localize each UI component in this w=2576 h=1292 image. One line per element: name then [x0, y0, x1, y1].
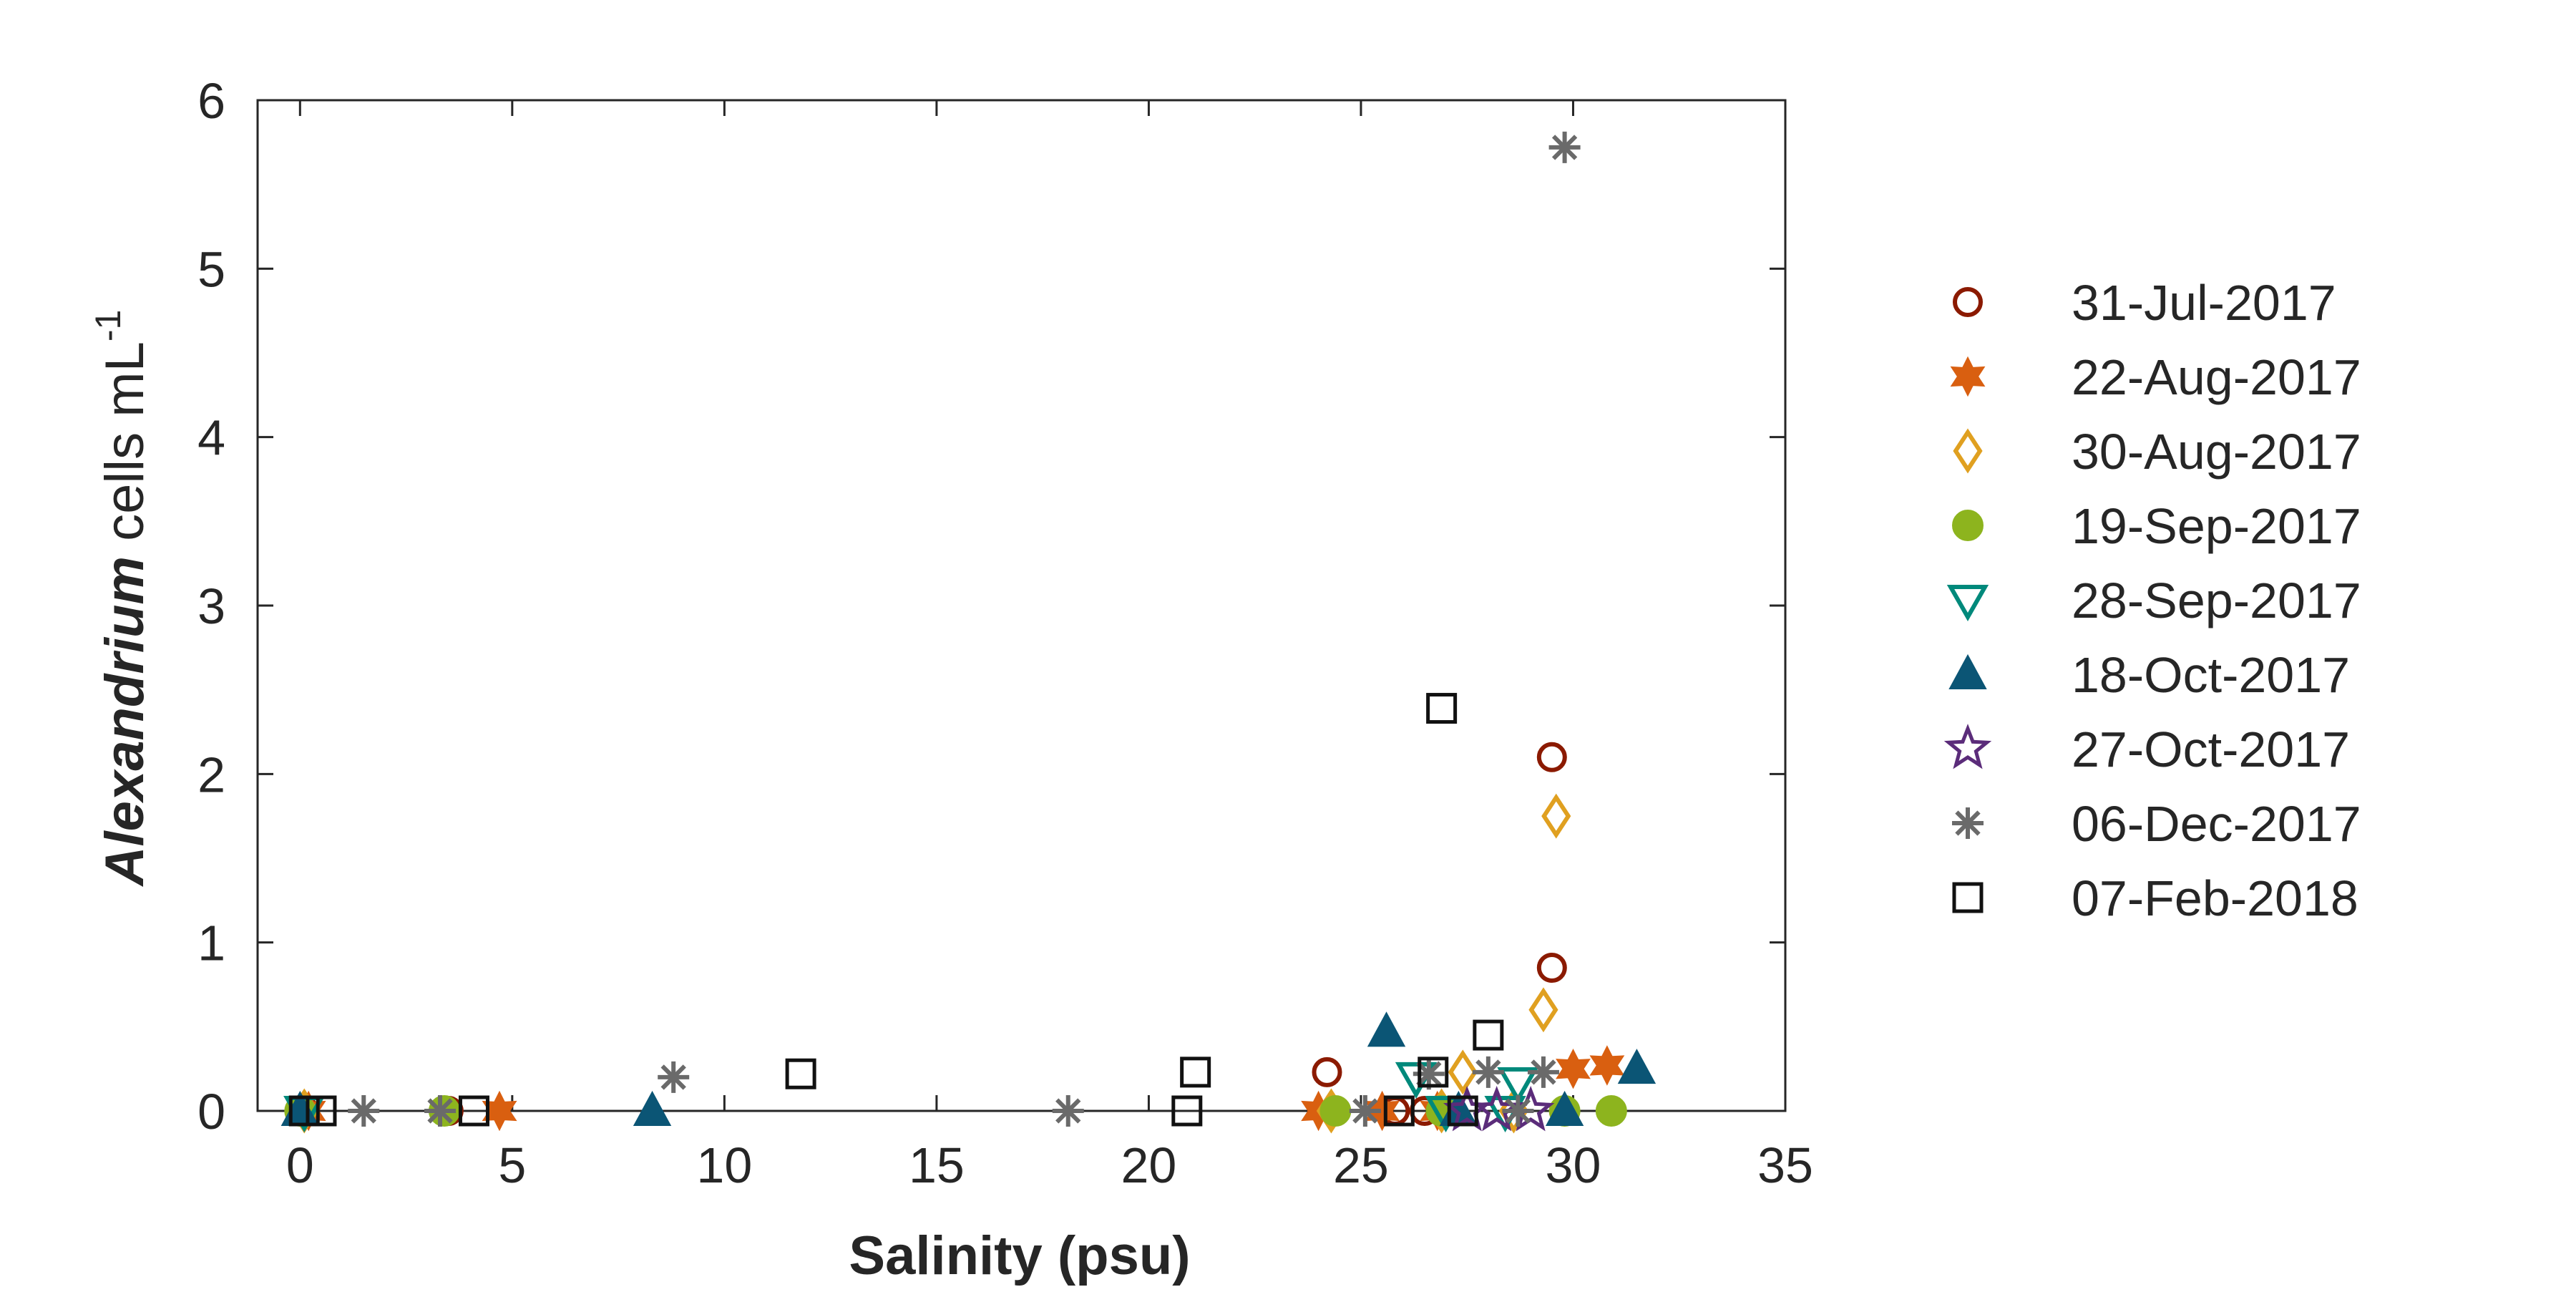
- data-point: [348, 1095, 380, 1127]
- x-tick-label: 25: [1333, 1137, 1389, 1193]
- y-tick-label: 2: [197, 747, 225, 802]
- x-tick-label: 30: [1546, 1137, 1601, 1193]
- data-point: [1349, 1095, 1381, 1127]
- y-tick-label: 3: [197, 578, 225, 634]
- legend-item: 19-Sep-2017: [1952, 498, 2361, 554]
- y-axis-title-rest: cells mL: [94, 341, 155, 556]
- x-tick-label: 15: [909, 1137, 965, 1193]
- legend-marker: [1952, 807, 1984, 839]
- data-markers: [280, 131, 1657, 1134]
- legend-label: 18-Oct-2017: [2072, 647, 2350, 703]
- legend-label: 07-Feb-2018: [2072, 870, 2358, 926]
- data-point: [1556, 1048, 1591, 1089]
- legend-marker: [1943, 724, 1992, 769]
- x-tick-label: 20: [1121, 1137, 1176, 1193]
- data-point: [306, 1095, 337, 1127]
- x-tick-label: 5: [498, 1137, 526, 1193]
- legend-item: 22-Aug-2017: [1950, 349, 2361, 405]
- data-point: [1473, 1019, 1504, 1051]
- data-point: [1497, 1067, 1539, 1104]
- axis-ticks: 0 5 10 15 20 25 30 35 0 1 2 3 4 5 6: [197, 73, 1813, 1193]
- data-point: [1589, 1045, 1625, 1086]
- legend-item: 30-Aug-2017: [1953, 424, 2361, 480]
- data-point: [785, 1058, 816, 1089]
- data-point: [1426, 693, 1458, 724]
- data-point: [1595, 1095, 1627, 1127]
- data-point: [1383, 1095, 1415, 1127]
- x-tick-label: 10: [696, 1137, 752, 1193]
- y-axis-title-superscript: -1: [88, 310, 128, 341]
- legend-item: 31-Jul-2017: [1953, 275, 2336, 331]
- y-axis-title-italic: Alexandrium: [94, 556, 155, 887]
- data-point: [424, 1095, 457, 1127]
- data-point: [1536, 742, 1567, 772]
- data-point: [1541, 793, 1571, 839]
- axes-frame: [256, 99, 1787, 1112]
- data-point: [1447, 1095, 1478, 1127]
- y-tick-label: 6: [197, 73, 225, 129]
- legend-marker: [1953, 428, 1983, 474]
- legend-label: 28-Sep-2017: [2072, 573, 2361, 628]
- legend-label: 31-Jul-2017: [2072, 275, 2336, 331]
- legend-item: 27-Oct-2017: [1943, 722, 2350, 777]
- x-tick-label: 35: [1757, 1137, 1813, 1193]
- data-point: [1312, 1057, 1342, 1087]
- series-7: [348, 131, 1581, 1127]
- data-point: [1536, 952, 1567, 983]
- legend-item: 18-Oct-2017: [1948, 647, 2350, 703]
- y-tick-label: 0: [197, 1084, 225, 1140]
- legend-label: 06-Dec-2017: [2072, 796, 2361, 852]
- y-tick-label: 1: [197, 915, 225, 971]
- y-tick-label: 4: [197, 410, 225, 466]
- legend-marker: [1953, 287, 1983, 317]
- y-tick-label: 5: [197, 241, 225, 297]
- legend-marker: [1948, 654, 1987, 689]
- data-point: [288, 1095, 320, 1127]
- y-axis-title: Alexandrium cells mL-1: [88, 310, 155, 888]
- data-point: [458, 1095, 489, 1127]
- data-point: [1472, 1056, 1504, 1088]
- data-point: [1502, 1095, 1534, 1127]
- data-point: [1171, 1095, 1203, 1127]
- data-point: [482, 1090, 517, 1132]
- data-point: [1548, 131, 1581, 163]
- legend-label: 30-Aug-2017: [2072, 424, 2361, 480]
- data-point: [1052, 1095, 1084, 1127]
- x-axis-title: Salinity (psu): [849, 1225, 1190, 1286]
- data-point: [1448, 1049, 1478, 1095]
- data-point: [1418, 1057, 1449, 1088]
- data-point: [633, 1090, 672, 1126]
- legend-marker: [1946, 585, 1989, 622]
- legend-item: 07-Feb-2018: [1952, 870, 2358, 926]
- data-point: [658, 1061, 690, 1093]
- series-2: [289, 793, 1571, 1134]
- data-point: [1617, 1049, 1657, 1084]
- legend-marker: [1952, 510, 1984, 541]
- legend-marker: [1950, 356, 1986, 397]
- series-8: [288, 693, 1504, 1127]
- legend-label: 22-Aug-2017: [2072, 349, 2361, 405]
- data-point: [1180, 1057, 1211, 1088]
- data-point: [1545, 1090, 1584, 1126]
- legend-label: 27-Oct-2017: [2072, 722, 2350, 777]
- legend: 31-Jul-2017 22-Aug-2017 30-Aug-2017 19-Sep-…: [1943, 275, 2361, 926]
- plot-box: [256, 99, 1787, 1112]
- legend-item: 06-Dec-2017: [1952, 796, 2361, 852]
- legend-label: 19-Sep-2017: [2072, 498, 2361, 554]
- data-point: [1367, 1011, 1406, 1047]
- data-point: [1528, 987, 1558, 1033]
- x-tick-label: 0: [286, 1137, 314, 1193]
- data-point: [1527, 1056, 1559, 1088]
- series-0: [289, 742, 1567, 1126]
- data-point: [1319, 1095, 1352, 1127]
- legend-marker: [1952, 882, 1984, 913]
- legend-item: 28-Sep-2017: [1946, 573, 2361, 628]
